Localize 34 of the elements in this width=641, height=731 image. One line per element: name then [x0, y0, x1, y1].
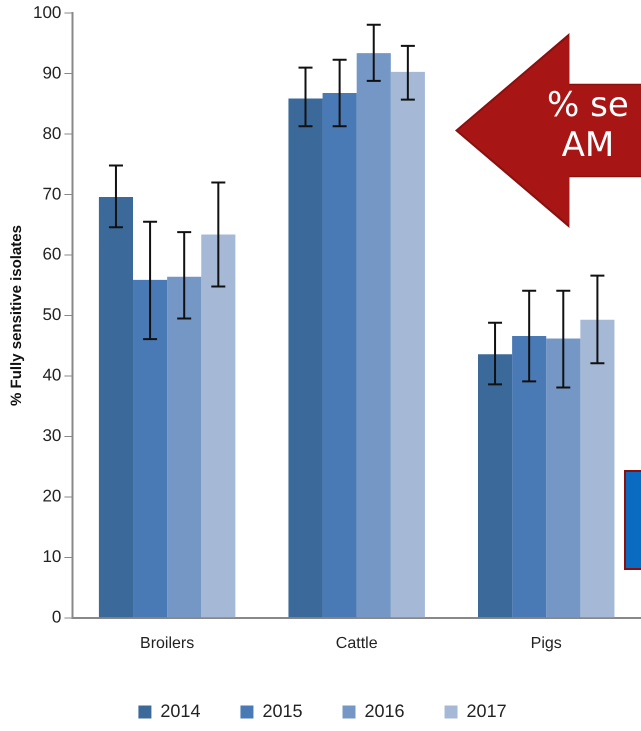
bar: [288, 98, 323, 618]
y-tick-label: 30: [42, 426, 62, 446]
annotation: AM: [560, 125, 616, 165]
bar: [580, 320, 614, 618]
bar: [478, 354, 512, 618]
x-tick-label: Cattle: [336, 634, 378, 652]
y-tick-label: 40: [42, 366, 62, 385]
bar: [133, 280, 168, 618]
y-tick-label: 20: [42, 486, 62, 506]
legend-label: 2015: [262, 700, 303, 721]
bar: [322, 93, 357, 618]
bar: [546, 338, 580, 618]
y-tick-label: 60: [42, 244, 62, 264]
bar: [390, 72, 425, 618]
y-tick-label: 90: [42, 63, 62, 82]
annotation: % se: [547, 85, 629, 125]
y-tick-label: 10: [42, 547, 62, 566]
bar: [512, 336, 546, 618]
y-axis-title: % Fully sensitive isolates: [8, 225, 26, 406]
y-tick-label: 0: [52, 607, 62, 626]
legend-label: 2017: [466, 700, 507, 721]
x-tick-label: Pigs: [530, 634, 562, 652]
arrow-shape: % se AM: [455, 33, 641, 228]
bar: [201, 234, 236, 618]
y-tick-label: 50: [42, 305, 62, 324]
bar: [356, 53, 391, 618]
y-tick-label: 70: [42, 184, 62, 204]
bar: [167, 276, 202, 618]
legend-label: 2014: [160, 700, 200, 721]
y-tick-label: 100: [32, 2, 62, 22]
bar: [98, 197, 134, 618]
y-tick-label: 80: [42, 124, 62, 143]
x-tick-label: Broilers: [140, 634, 194, 652]
legend-label: 2016: [364, 700, 405, 721]
